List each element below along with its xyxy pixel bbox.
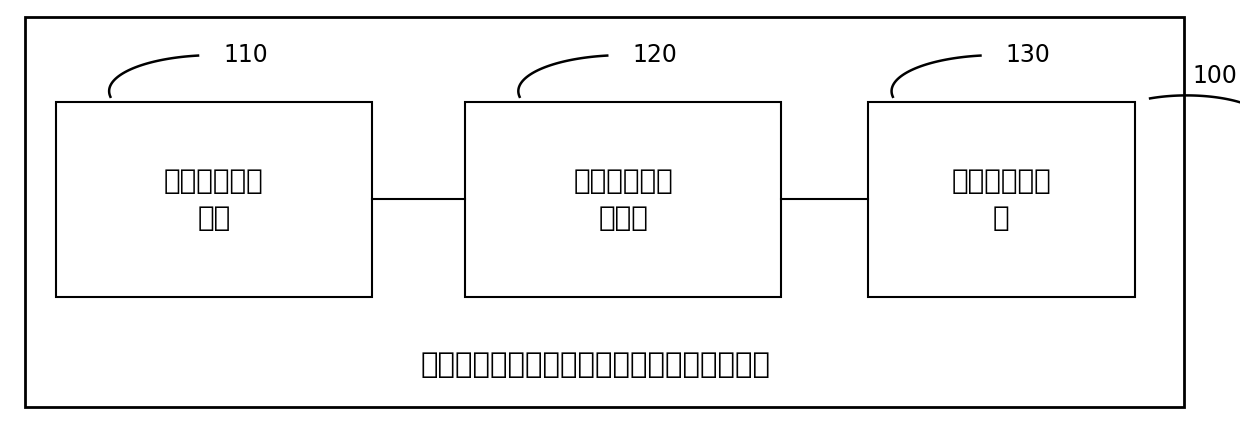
Bar: [56, 102, 372, 297]
Text: 离心式操控装
置: 离心式操控装 置: [951, 167, 1052, 232]
Text: 100: 100: [1193, 64, 1238, 88]
Bar: [465, 102, 781, 297]
Text: 110: 110: [223, 43, 268, 67]
Bar: [868, 102, 1135, 297]
Text: 120: 120: [632, 43, 677, 67]
Text: 侧向流免疫反
应膜: 侧向流免疫反 应膜: [164, 167, 264, 232]
Text: 基于离心式微流控系统的侧向流免疫检测系统: 基于离心式微流控系统的侧向流免疫检测系统: [420, 351, 770, 379]
Text: 侧向流免疫检
测芯片: 侧向流免疫检 测芯片: [573, 167, 673, 232]
Text: 130: 130: [1006, 43, 1050, 67]
